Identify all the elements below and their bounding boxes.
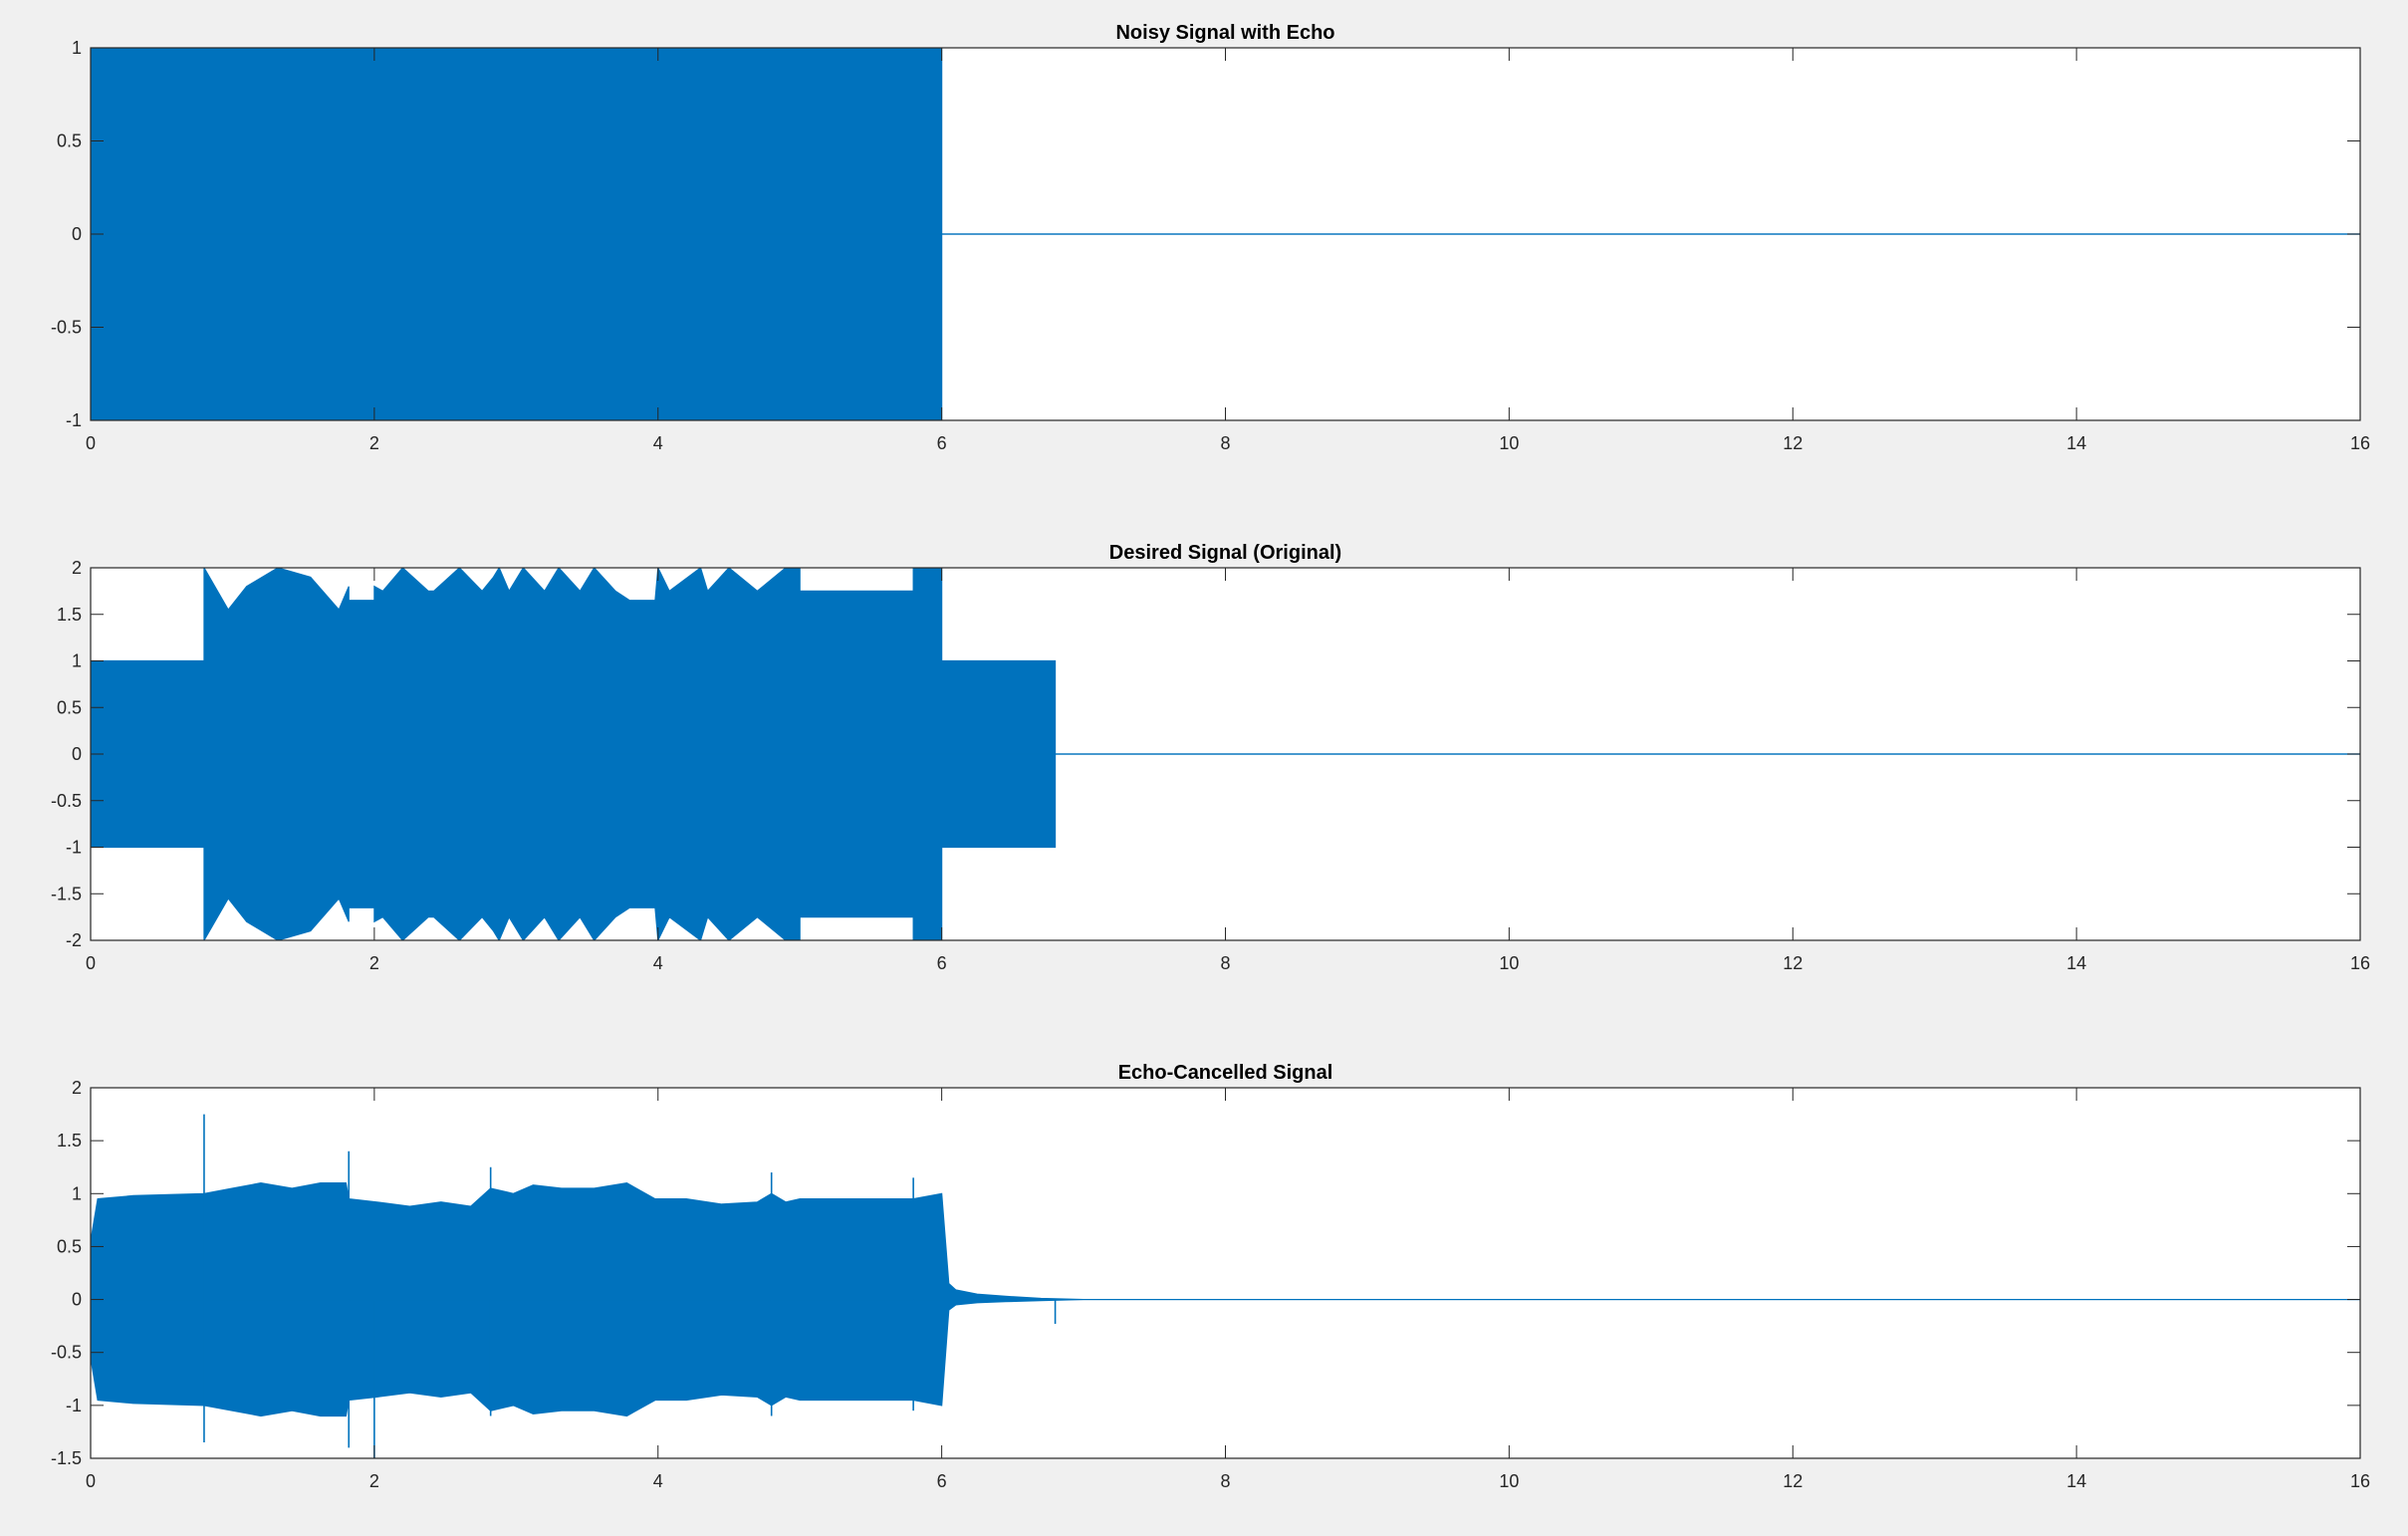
x-tick-label: 8	[1220, 953, 1230, 973]
y-tick-label: 1.5	[57, 1131, 82, 1151]
y-tick-label: -1	[66, 410, 82, 430]
x-tick-label: 14	[2066, 1471, 2086, 1491]
x-tick-label: 12	[1783, 1471, 1803, 1491]
x-tick-label: 0	[86, 433, 96, 453]
y-tick-label: -2	[66, 930, 82, 950]
x-tick-label: 2	[369, 1471, 379, 1491]
x-tick-label: 12	[1783, 433, 1803, 453]
y-tick-label: 1	[72, 651, 82, 671]
subplot-title: Noisy Signal with Echo	[1115, 22, 1334, 44]
x-tick-label: 14	[2066, 433, 2086, 453]
subplot-1: 0 2 4 6 8 10 12 14 16 -1 -0.5 0 0.5 1 Noisy Signal wit…	[51, 22, 2370, 453]
x-tick-label: 16	[2350, 1471, 2370, 1491]
axes-frame	[90, 1087, 2361, 1459]
x-tick-label: 4	[653, 433, 663, 453]
axes-frame	[90, 47, 2361, 421]
y-tick-label: 1	[72, 38, 82, 58]
x-tick-label: 0	[86, 953, 96, 973]
x-tick-label: 8	[1220, 1471, 1230, 1491]
x-tick-label: 10	[1499, 953, 1519, 973]
subplot-title: Echo-Cancelled Signal	[1118, 1062, 1333, 1084]
x-tick-label: 16	[2350, 953, 2370, 973]
data-layer	[91, 568, 2360, 940]
x-tick-label: 16	[2350, 433, 2370, 453]
y-tick-label: 0.5	[57, 131, 82, 151]
y-tick-label: -1.5	[51, 1448, 82, 1468]
y-tick-label: -1.5	[51, 884, 82, 903]
axes-frame	[90, 567, 2361, 941]
x-tick-label: 2	[369, 433, 379, 453]
y-tick-label: -1	[66, 1396, 82, 1415]
x-tick-label: 12	[1783, 953, 1803, 973]
y-tick-label: -0.5	[51, 791, 82, 811]
y-tick-label: -0.5	[51, 318, 82, 338]
y-tick-label: 0	[72, 224, 82, 244]
x-tick-label: 4	[653, 953, 663, 973]
y-tick-label: 0	[72, 1290, 82, 1310]
x-tick-label: 0	[86, 1471, 96, 1491]
subplot-title: Desired Signal (Original)	[1109, 542, 1341, 564]
y-tick-label: 2	[72, 1078, 82, 1098]
y-tick-label: -1	[66, 838, 82, 858]
x-tick-label: 4	[653, 1471, 663, 1491]
subplot-3: 0 2 4 6 8 10 12 14 16 -1.5 -1 -0.5 0 0.5 1 1.5 2 Echo-Can…	[51, 1062, 2370, 1491]
x-tick-label: 14	[2066, 953, 2086, 973]
x-tick-label: 6	[937, 433, 947, 453]
subplot-2: 0 2 4 6 8 10 12 14 16 -2 -1.5 -1 -0.5 0 0.5 1 1.5 2 Desire…	[51, 542, 2370, 973]
y-tick-label: 0	[72, 744, 82, 764]
x-tick-label: 6	[937, 953, 947, 973]
x-tick-label: 10	[1499, 433, 1519, 453]
y-tick-label: 0.5	[57, 697, 82, 717]
y-tick-label: -0.5	[51, 1343, 82, 1363]
x-tick-label: 2	[369, 953, 379, 973]
y-tick-label: 2	[72, 558, 82, 578]
y-tick-label: 1.5	[57, 605, 82, 625]
data-layer	[91, 1114, 2360, 1458]
y-tick-label: 1	[72, 1183, 82, 1203]
x-tick-label: 10	[1499, 1471, 1519, 1491]
x-tick-label: 8	[1220, 433, 1230, 453]
y-tick-label: 0.5	[57, 1236, 82, 1256]
x-tick-label: 6	[937, 1471, 947, 1491]
data-layer	[91, 48, 2360, 420]
